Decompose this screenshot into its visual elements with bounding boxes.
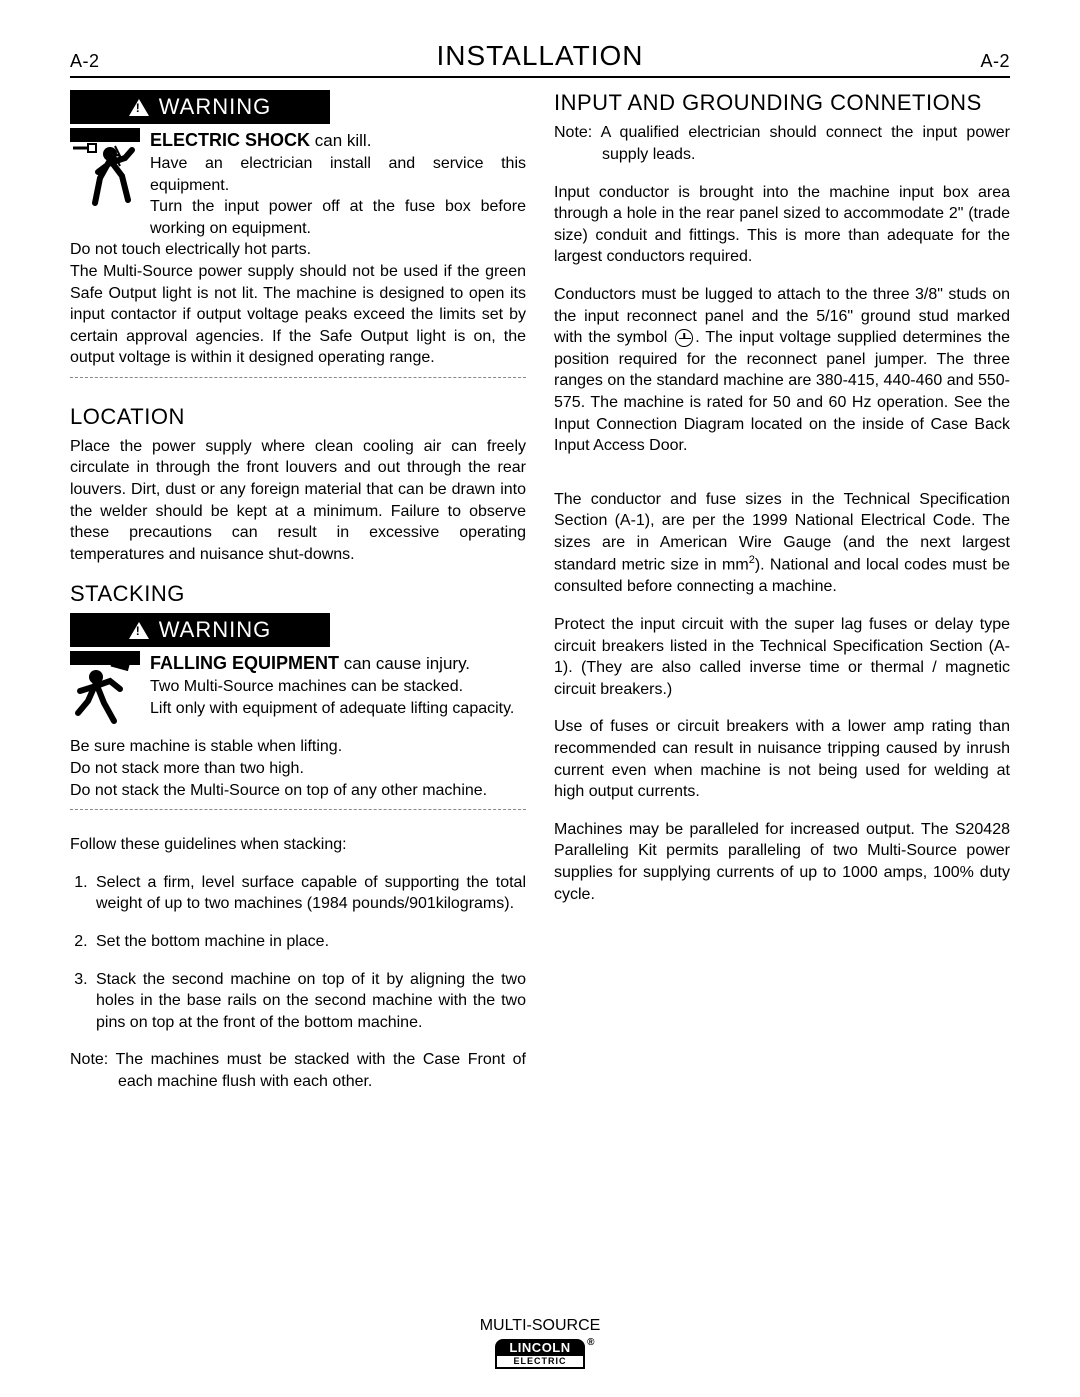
warning-triangle-icon [129, 99, 149, 116]
content-columns: WARNING ELECTRIC SHOCK can kill. Have an… [70, 90, 1010, 1093]
page-number-right: A-2 [980, 51, 1010, 72]
ground-symbol-icon [675, 329, 693, 347]
logo-top: LINCOLN [495, 1339, 585, 1356]
after-line-3: Do not stack the Multi-Source on top of … [70, 780, 526, 802]
stacking-item-1: Select a firm, level surface capable of … [92, 872, 526, 915]
logo-bottom: ELECTRIC [495, 1356, 585, 1369]
right-note: Note: A qualified electrician should con… [554, 122, 1010, 165]
falling-equipment-icon [70, 651, 140, 736]
dashed-rule-1 [70, 377, 526, 378]
warning-banner-shock: WARNING [70, 90, 330, 124]
warning-triangle-icon [129, 622, 149, 639]
right-p3: The conductor and fuse sizes in the Tech… [554, 489, 1010, 598]
right-p6: Machines may be paralleled for increased… [554, 819, 1010, 905]
input-grounding-heading: INPUT AND GROUNDING CONNETIONS [554, 90, 1010, 116]
warning-shock-text: ELECTRIC SHOCK can kill. Have an electri… [150, 128, 526, 239]
warning-shock-line1: Have an electrician install and service … [150, 153, 526, 196]
page-header: A-2 INSTALLATION A-2 [70, 40, 1010, 78]
warning-shock-para: The Multi-Source power supply should not… [70, 261, 526, 369]
page-title: INSTALLATION [436, 40, 643, 72]
warning-shock-row: ELECTRIC SHOCK can kill. Have an electri… [70, 128, 526, 239]
warning-falling-line1: Two Multi-Source machines can be stacked… [150, 676, 526, 698]
warning-label: WARNING [159, 617, 272, 643]
warning-banner-falling: WARNING [70, 613, 330, 647]
stacking-follow: Follow these guidelines when stacking: [70, 834, 526, 856]
right-column: INPUT AND GROUNDING CONNETIONS Note: A q… [554, 90, 1010, 1093]
lincoln-logo: LINCOLN ELECTRIC [495, 1339, 585, 1369]
right-p2: Conductors must be lugged to attach to t… [554, 284, 1010, 457]
dashed-rule-2 [70, 809, 526, 810]
page-number-left: A-2 [70, 51, 100, 72]
stacking-note: Note: The machines must be stacked with … [70, 1049, 526, 1092]
warning-shock-after: Do not touch electrically hot parts. [70, 239, 526, 261]
stacking-item-2: Set the bottom machine in place. [92, 931, 526, 953]
stacking-heading: STACKING [70, 581, 526, 607]
warning-falling-row: FALLING EQUIPMENT can cause injury. Two … [70, 651, 526, 736]
footer-product: MULTI-SOURCE [0, 1317, 1080, 1335]
location-heading: LOCATION [70, 404, 526, 430]
stacking-list: Select a firm, level surface capable of … [70, 872, 526, 1034]
warning-falling-text: FALLING EQUIPMENT can cause injury. Two … [150, 651, 526, 736]
warning-falling-line2: Lift only with equipment of adequate lif… [150, 698, 526, 720]
warning-falling-lead: FALLING EQUIPMENT can cause injury. [150, 651, 526, 676]
right-p4: Protect the input circuit with the super… [554, 614, 1010, 700]
electric-shock-icon [70, 128, 140, 239]
right-p5: Use of fuses or circuit breakers with a … [554, 716, 1010, 802]
after-line-2: Do not stack more than two high. [70, 758, 526, 780]
warning-shock-line2: Turn the input power off at the fuse box… [150, 196, 526, 239]
after-line-1: Be sure machine is stable when lifting. [70, 736, 526, 758]
page-footer: MULTI-SOURCE LINCOLN ELECTRIC [0, 1317, 1080, 1369]
location-para: Place the power supply where clean cooli… [70, 436, 526, 566]
stacking-item-3: Stack the second machine on top of it by… [92, 969, 526, 1034]
right-p1: Input conductor is brought into the mach… [554, 182, 1010, 268]
warning-label: WARNING [159, 94, 272, 120]
left-column: WARNING ELECTRIC SHOCK can kill. Have an… [70, 90, 526, 1093]
warning-falling-after: Be sure machine is stable when lifting. … [70, 736, 526, 801]
warning-shock-lead: ELECTRIC SHOCK can kill. [150, 128, 526, 153]
